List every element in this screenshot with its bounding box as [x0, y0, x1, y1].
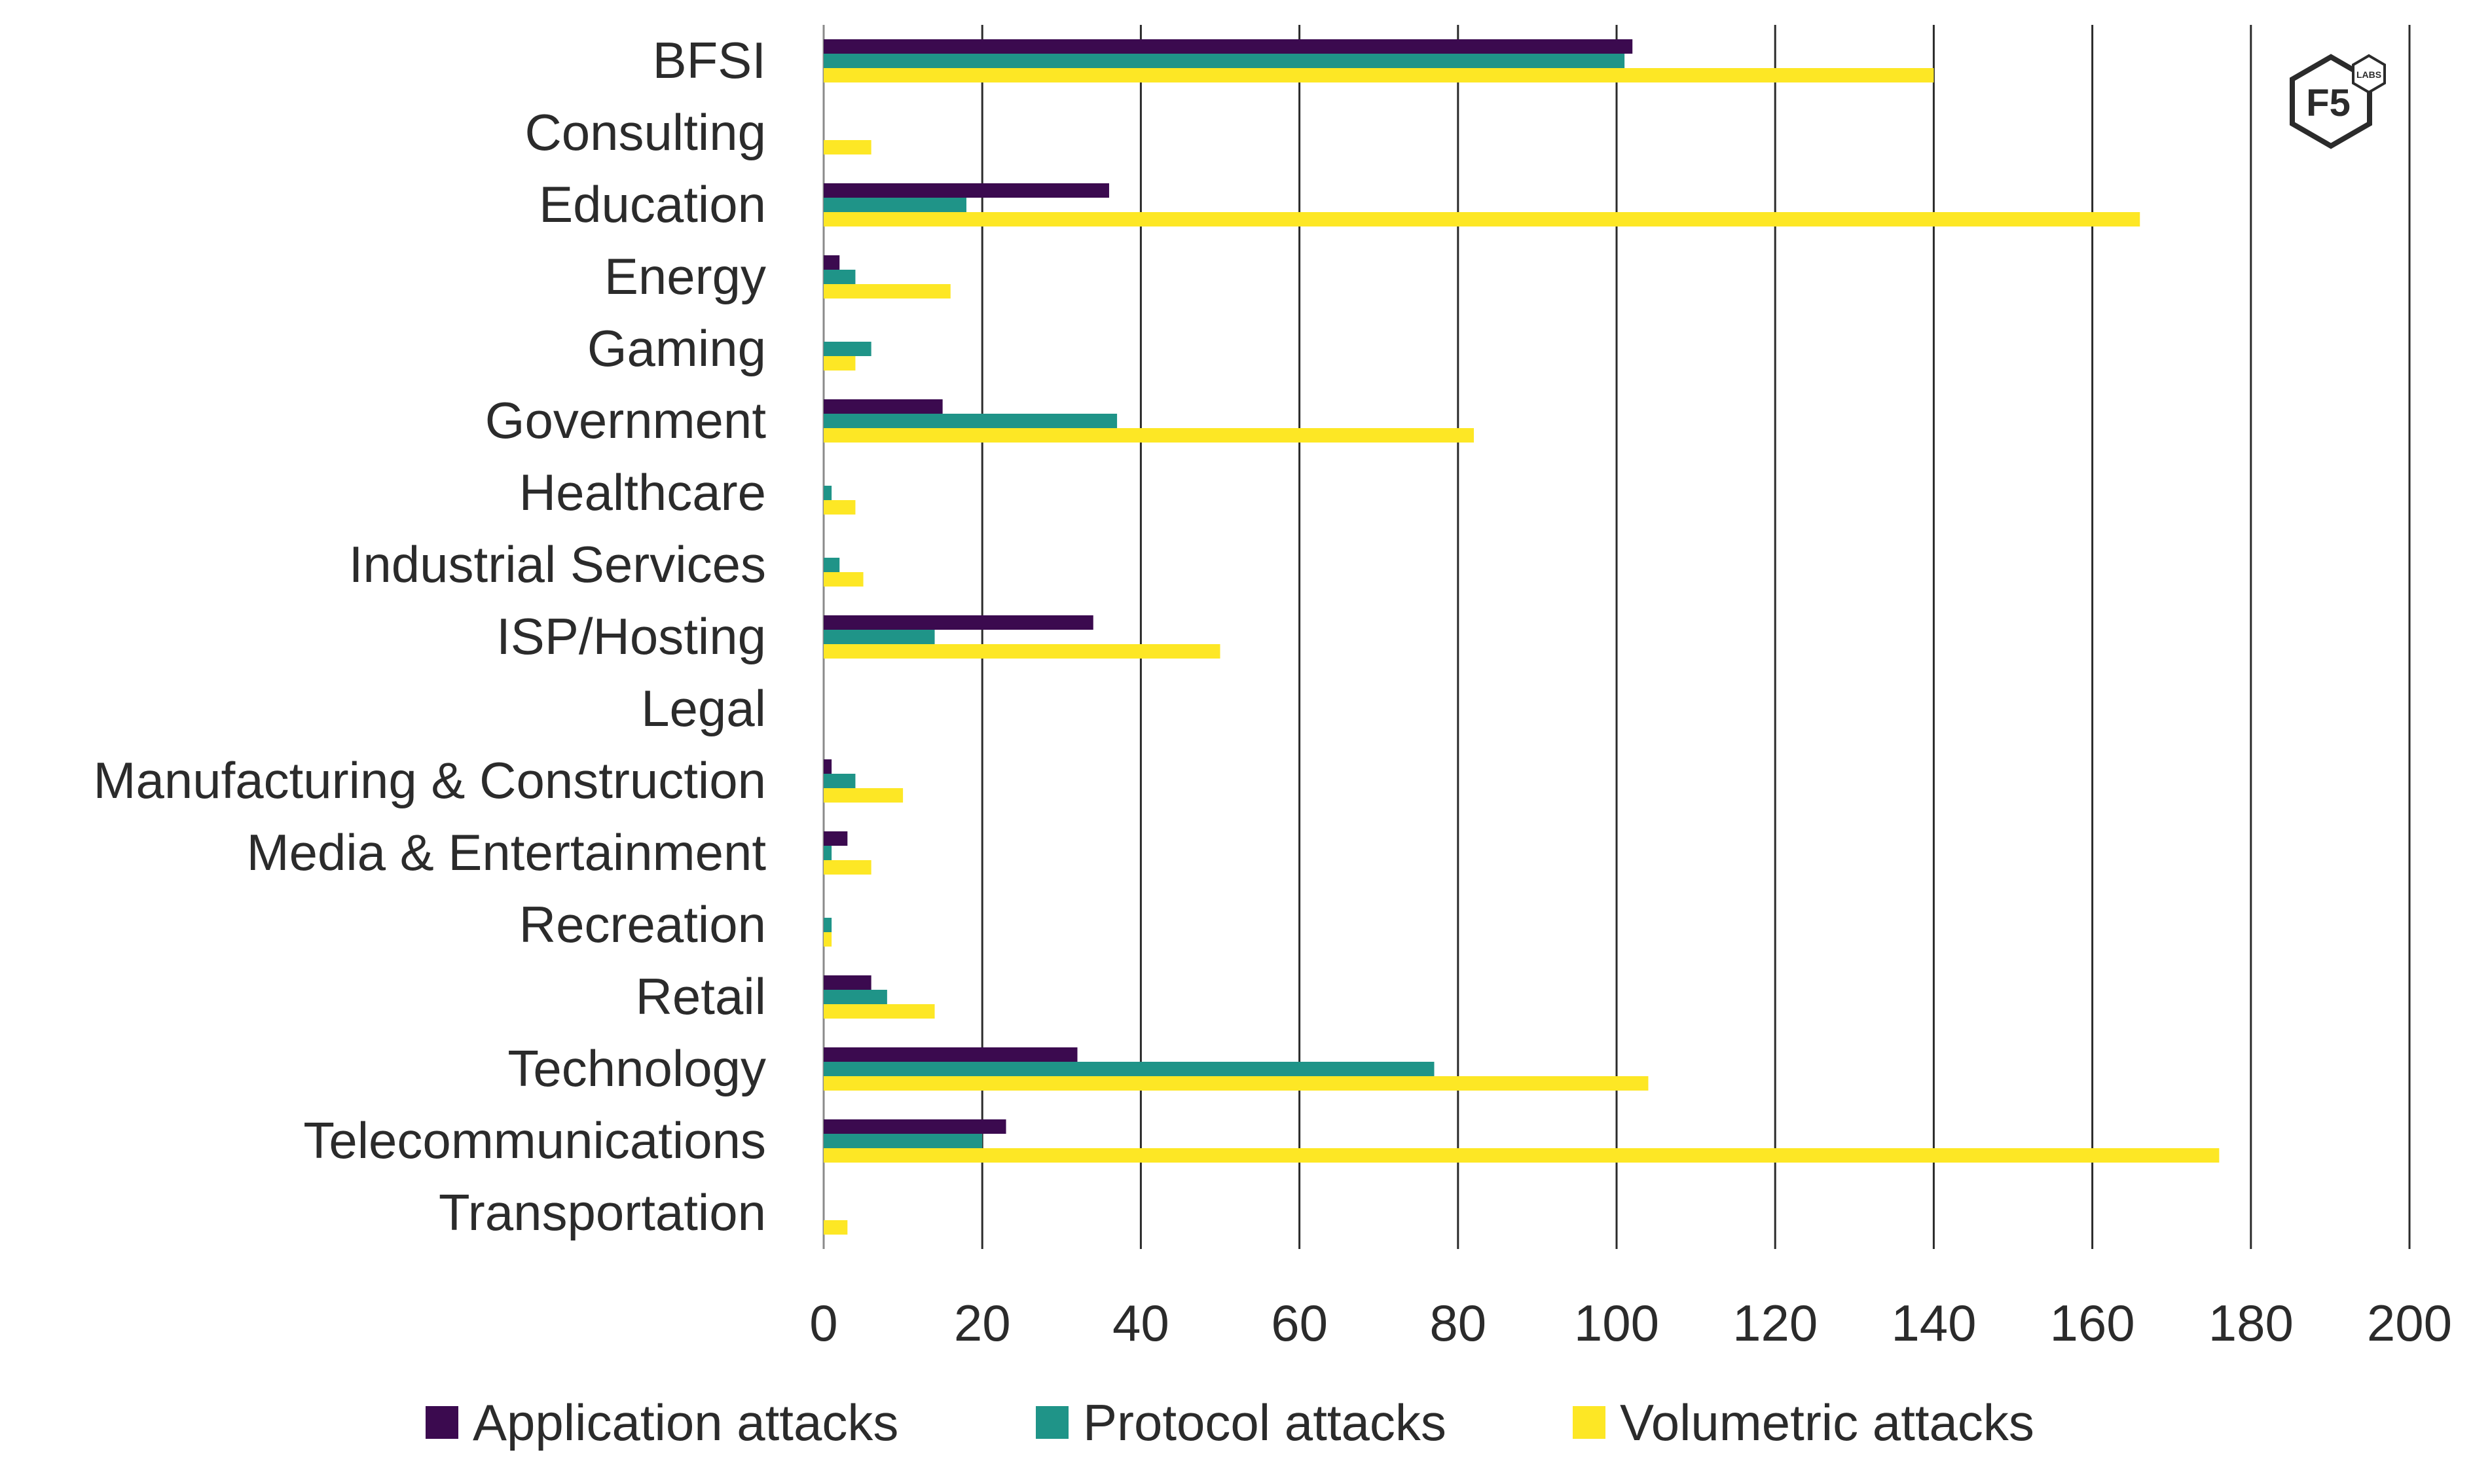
bar-volumetric-attacks	[824, 1076, 1649, 1091]
bar-application-attacks	[824, 255, 840, 270]
category-label: Retail	[636, 968, 766, 1025]
bar-volumetric-attacks	[824, 500, 856, 515]
legend-swatch	[1573, 1406, 1605, 1439]
x-tick-label: 60	[1271, 1294, 1328, 1352]
gridlines	[822, 25, 2411, 1249]
logo-subtext: LABS	[2356, 69, 2381, 80]
bar-volumetric-attacks	[824, 860, 871, 875]
bar-volumetric-attacks	[824, 644, 1220, 659]
bar-application-attacks	[824, 1047, 1078, 1062]
category-label: Energy	[604, 247, 766, 305]
x-tick-label: 80	[1429, 1294, 1486, 1352]
category-label: Recreation	[519, 896, 766, 953]
bar-application-attacks	[824, 39, 1633, 54]
x-tick-label: 100	[1574, 1294, 1659, 1352]
x-tick-labels: 0 20 40 60 80 100 120 140 160 180 200	[809, 1294, 2452, 1352]
logo-small-hexagon	[2352, 54, 2386, 94]
bar-protocol-attacks	[824, 846, 832, 860]
bar-protocol-attacks	[824, 558, 840, 572]
bar-volumetric-attacks	[824, 428, 1475, 443]
bar-volumetric-attacks	[824, 284, 951, 299]
bar-application-attacks	[824, 831, 848, 846]
bar-volumetric-attacks	[824, 68, 1934, 82]
category-label: Legal	[641, 679, 766, 737]
bar-protocol-attacks	[824, 270, 856, 284]
x-tick-label: 180	[2208, 1294, 2294, 1352]
bar-application-attacks	[824, 759, 832, 774]
logo-text: F5	[2306, 82, 2351, 124]
bars	[824, 39, 2220, 1235]
x-tick-label: 140	[1891, 1294, 1976, 1352]
bar-application-attacks	[824, 399, 943, 414]
bar-volumetric-attacks	[824, 212, 2140, 226]
f5-labs-logo-icon: F5 LABS	[2290, 54, 2386, 149]
bar-application-attacks	[824, 1119, 1006, 1134]
bar-protocol-attacks	[824, 1134, 983, 1148]
bar-protocol-attacks	[824, 414, 1118, 428]
category-label: Gaming	[587, 319, 766, 377]
legend-label: Protocol attacks	[1083, 1394, 1446, 1451]
x-tick-label: 20	[954, 1294, 1011, 1352]
category-label: Healthcare	[519, 463, 766, 521]
category-label: BFSI	[653, 31, 766, 89]
category-label: ISP/Hosting	[496, 607, 766, 665]
bar-protocol-attacks	[824, 342, 871, 356]
category-label: Consulting	[524, 103, 766, 161]
bar-protocol-attacks	[824, 774, 856, 788]
bar-protocol-attacks	[824, 990, 887, 1004]
bar-volumetric-attacks	[824, 932, 832, 947]
bar-volumetric-attacks	[824, 572, 864, 587]
x-tick-label: 200	[2367, 1294, 2452, 1352]
legend-swatch	[1036, 1406, 1069, 1439]
x-tick-label: 40	[1112, 1294, 1169, 1352]
legend-label: Application attacks	[473, 1394, 898, 1451]
bar-protocol-attacks	[824, 630, 935, 644]
category-label: Technology	[507, 1040, 766, 1097]
bar-application-attacks	[824, 615, 1093, 630]
bar-volumetric-attacks	[824, 1004, 935, 1019]
bar-protocol-attacks	[824, 918, 832, 932]
bar-volumetric-attacks	[824, 140, 871, 154]
bar-application-attacks	[824, 975, 871, 990]
category-label: Telecommunications	[303, 1112, 766, 1169]
x-tick-label: 120	[1732, 1294, 1818, 1352]
x-tick-label: 0	[809, 1294, 837, 1352]
category-label: Education	[539, 175, 766, 233]
category-label: Industrial Services	[349, 535, 766, 593]
legend: Application attacks Protocol attacks Volum…	[426, 1394, 2034, 1451]
category-label: Media & Entertainment	[247, 823, 767, 881]
legend-swatch	[426, 1406, 458, 1439]
bar-volumetric-attacks	[824, 356, 856, 371]
bar-volumetric-attacks	[824, 1220, 848, 1235]
category-label: Transportation	[439, 1184, 766, 1241]
legend-label: Volumetric attacks	[1620, 1394, 2034, 1451]
bar-protocol-attacks	[824, 198, 966, 212]
bar-volumetric-attacks	[824, 1148, 2220, 1163]
bar-volumetric-attacks	[824, 788, 904, 803]
bar-protocol-attacks	[824, 1062, 1435, 1076]
category-label: Government	[485, 391, 767, 449]
category-label: Manufacturing & Construction	[93, 751, 766, 809]
bar-protocol-attacks	[824, 486, 832, 500]
bar-protocol-attacks	[824, 54, 1625, 68]
bar-application-attacks	[824, 183, 1109, 198]
category-labels: BFSI Consulting Education Energy Gaming Gover…	[93, 31, 766, 1241]
x-tick-label: 160	[2050, 1294, 2135, 1352]
